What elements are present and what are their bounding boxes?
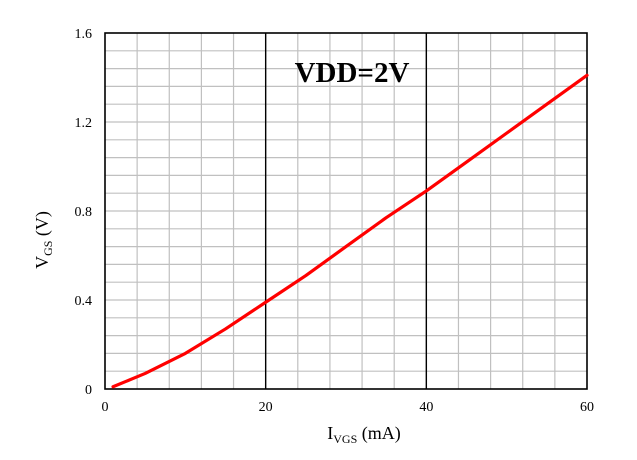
y-tick-label: 0.8 xyxy=(75,205,93,220)
x-tick-labels: 0 20 40 60 xyxy=(102,400,595,415)
annotation-vdd: VDD=2V xyxy=(295,57,410,89)
x-axis-label: IVGS (mA) xyxy=(327,423,401,446)
series-line-0 xyxy=(111,73,589,389)
y-tick-labels: 0 0.4 0.8 1.2 1.6 xyxy=(75,27,93,398)
plot-area-frame xyxy=(104,32,588,390)
y-tick-label: 0.4 xyxy=(75,294,93,309)
y-tick-label: 1.6 xyxy=(75,27,93,42)
y-axis-label-unit: (V) xyxy=(32,211,53,241)
y-axis-label-sub: GS xyxy=(41,241,55,256)
y-tick-label: 1.2 xyxy=(75,116,93,131)
series-layer xyxy=(111,73,589,389)
x-tick-label: 20 xyxy=(259,400,273,415)
x-tick-label: 0 xyxy=(102,400,109,415)
x-axis-label-main: I xyxy=(327,423,333,443)
x-tick-label: 60 xyxy=(580,400,594,415)
minor-grid xyxy=(105,33,587,389)
x-axis-label-unit: (mA) xyxy=(357,423,401,444)
x-tick-label: 40 xyxy=(419,400,433,415)
y-axis-label-main: V xyxy=(32,256,52,269)
y-axis-label: VGS (V) xyxy=(32,211,55,269)
major-grid xyxy=(264,33,428,389)
y-tick-label: 0 xyxy=(85,383,92,398)
x-axis-label-sub: VGS xyxy=(333,432,357,446)
